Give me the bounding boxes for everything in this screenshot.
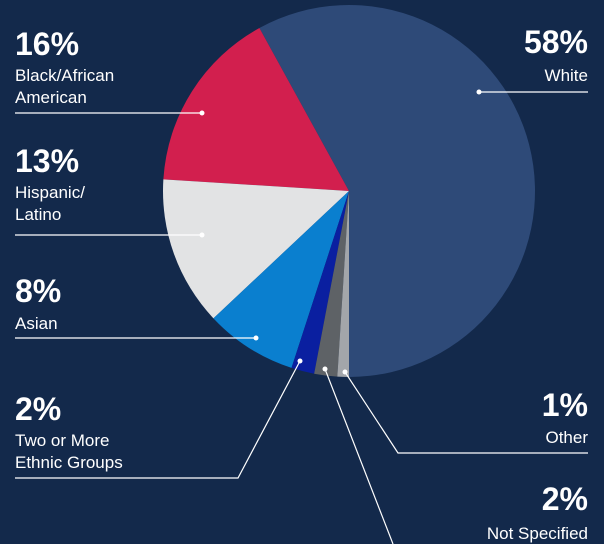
leader-dot [342,369,348,375]
category-label: Black/African American [15,66,114,107]
pie-slice [213,191,349,368]
value-label: 2% [15,391,61,427]
leader-dot [297,358,303,364]
leader-dot [199,110,205,116]
category-label: Two or More Ethnic Groups [15,431,123,472]
pie-slice [163,179,349,319]
value-label: 16% [15,26,79,62]
leader-line [15,360,301,479]
pie-slice [314,191,349,377]
category-label: Hispanic/Latino [15,183,85,224]
category-label: White [545,66,588,85]
pie-slice [163,28,349,191]
value-label: 2% [542,481,588,517]
leader-dot [322,366,328,372]
pie-slice [337,191,349,377]
category-label: Asian [15,314,58,333]
category-label: Not Specified [487,524,588,543]
value-label: 1% [542,387,588,423]
category-label: Other [545,428,588,447]
value-label: 13% [15,143,79,179]
leader-dot [253,335,259,341]
pie-slice [291,191,349,374]
value-label: 58% [524,24,588,60]
value-label: 8% [15,273,61,309]
leader-line [324,368,394,544]
leader-line [344,371,588,454]
leader-dot [476,89,482,95]
leader-dot [199,232,205,238]
pie-slice [259,4,535,377]
